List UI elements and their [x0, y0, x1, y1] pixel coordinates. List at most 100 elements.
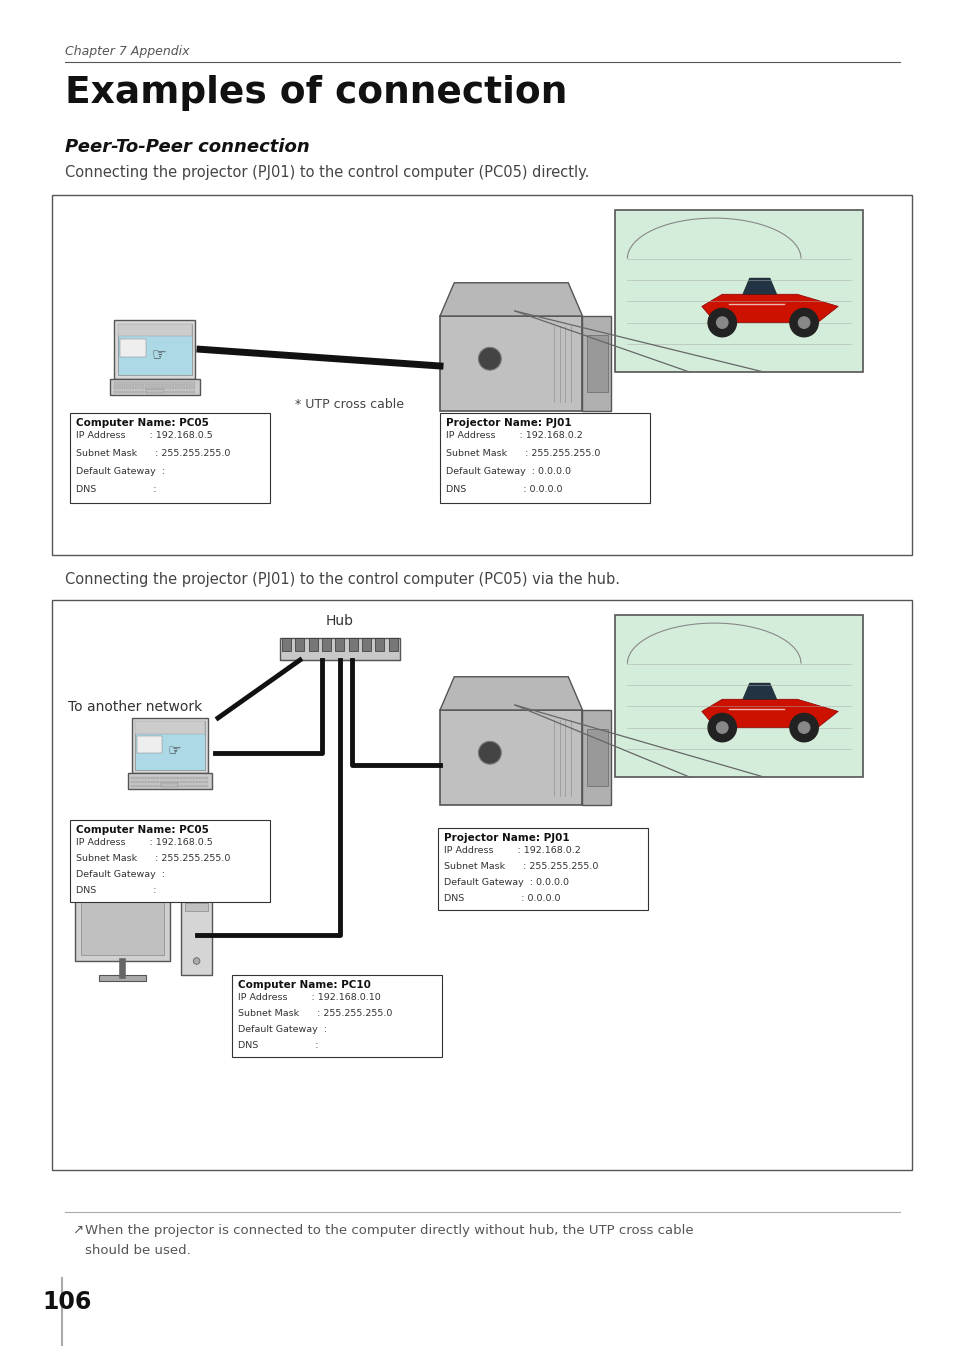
Bar [52, 194, 911, 555]
Bar [437, 828, 647, 910]
Bar [348, 639, 357, 651]
Bar [135, 721, 205, 733]
Circle shape [478, 347, 500, 370]
Text: should be used.: should be used. [85, 1243, 191, 1257]
Bar [587, 335, 607, 392]
Circle shape [478, 741, 500, 764]
Text: Default Gateway  :: Default Gateway : [237, 1025, 327, 1034]
Circle shape [193, 957, 200, 964]
Bar [181, 871, 212, 975]
Text: Computer Name: PC05: Computer Name: PC05 [76, 825, 209, 836]
Bar [189, 780, 198, 783]
Bar [161, 783, 178, 787]
Bar [170, 780, 178, 783]
Text: ↗: ↗ [71, 1224, 83, 1237]
Bar [615, 616, 862, 778]
Circle shape [789, 308, 818, 336]
Bar [170, 776, 178, 779]
Text: ☞: ☞ [152, 346, 167, 365]
Bar [189, 776, 198, 779]
Text: Default Gateway  :: Default Gateway : [76, 869, 165, 879]
Bar [160, 780, 169, 783]
Text: Computer Name: PC05: Computer Name: PC05 [76, 418, 209, 428]
Bar [154, 390, 164, 393]
Bar [128, 774, 212, 788]
Bar [189, 784, 198, 787]
Bar [70, 413, 270, 504]
Text: 106: 106 [42, 1291, 91, 1314]
Bar [141, 784, 150, 787]
Text: IP Address        : 192.168.0.5: IP Address : 192.168.0.5 [76, 838, 213, 846]
Bar [185, 903, 208, 911]
Text: Default Gateway  :: Default Gateway : [76, 467, 165, 477]
Bar [185, 888, 208, 895]
Bar [134, 390, 144, 393]
Text: IP Address        : 192.168.0.5: IP Address : 192.168.0.5 [76, 431, 213, 440]
Bar [615, 211, 862, 373]
Text: Subnet Mask      : 255.255.255.0: Subnet Mask : 255.255.255.0 [443, 863, 598, 871]
Bar [135, 721, 205, 770]
Text: IP Address        : 192.168.0.10: IP Address : 192.168.0.10 [237, 994, 380, 1002]
Polygon shape [701, 294, 838, 323]
Bar [154, 382, 164, 385]
Bar [114, 382, 123, 385]
Bar [145, 390, 153, 393]
Text: Projector Name: PJ01: Projector Name: PJ01 [446, 418, 571, 428]
Bar [132, 784, 140, 787]
Bar [132, 718, 208, 774]
Bar [179, 780, 188, 783]
Bar [199, 776, 208, 779]
Bar [280, 639, 399, 660]
Text: Subnet Mask      : 255.255.255.0: Subnet Mask : 255.255.255.0 [237, 1008, 392, 1018]
Bar [199, 784, 208, 787]
Bar [118, 324, 192, 336]
Bar [145, 386, 153, 389]
Bar [587, 729, 607, 786]
Text: IP Address        : 192.168.0.2: IP Address : 192.168.0.2 [446, 431, 582, 440]
Bar [75, 886, 170, 961]
Bar [141, 776, 150, 779]
Bar [141, 780, 150, 783]
Text: Default Gateway  : 0.0.0.0: Default Gateway : 0.0.0.0 [443, 878, 568, 887]
Bar [322, 639, 331, 651]
Bar [439, 413, 649, 504]
Bar [114, 320, 195, 378]
Polygon shape [742, 278, 776, 294]
Text: DNS                   :: DNS : [76, 485, 156, 494]
Text: Subnet Mask      : 255.255.255.0: Subnet Mask : 255.255.255.0 [446, 450, 599, 458]
Bar [170, 784, 178, 787]
Text: IP Address        : 192.168.0.2: IP Address : 192.168.0.2 [443, 846, 580, 855]
Bar [118, 324, 192, 375]
Text: Chapter 7 Appendix: Chapter 7 Appendix [65, 45, 190, 58]
Bar [154, 386, 164, 389]
Polygon shape [701, 699, 838, 728]
Polygon shape [742, 683, 776, 699]
Bar [124, 382, 133, 385]
Bar [151, 784, 159, 787]
Bar [179, 784, 188, 787]
Text: Projector Name: PJ01: Projector Name: PJ01 [443, 833, 569, 842]
Bar [582, 316, 610, 410]
Circle shape [707, 308, 736, 336]
Text: ☞: ☞ [168, 744, 181, 759]
Bar [160, 784, 169, 787]
Text: DNS                   : 0.0.0.0: DNS : 0.0.0.0 [443, 894, 560, 903]
Bar [137, 736, 161, 753]
Circle shape [716, 317, 727, 328]
Bar [335, 639, 344, 651]
Circle shape [798, 317, 809, 328]
Bar [151, 780, 159, 783]
Bar [134, 382, 144, 385]
Text: Connecting the projector (PJ01) to the control computer (PC05) via the hub.: Connecting the projector (PJ01) to the c… [65, 572, 619, 587]
Bar [388, 639, 397, 651]
Bar [120, 339, 146, 356]
Text: Subnet Mask      : 255.255.255.0: Subnet Mask : 255.255.255.0 [76, 450, 230, 458]
Bar [186, 386, 194, 389]
Bar [99, 975, 146, 981]
Bar [179, 776, 188, 779]
Bar [111, 378, 199, 394]
Bar [199, 780, 208, 783]
Bar [175, 390, 185, 393]
Bar [81, 891, 164, 956]
Text: Computer Name: PC10: Computer Name: PC10 [237, 980, 371, 990]
